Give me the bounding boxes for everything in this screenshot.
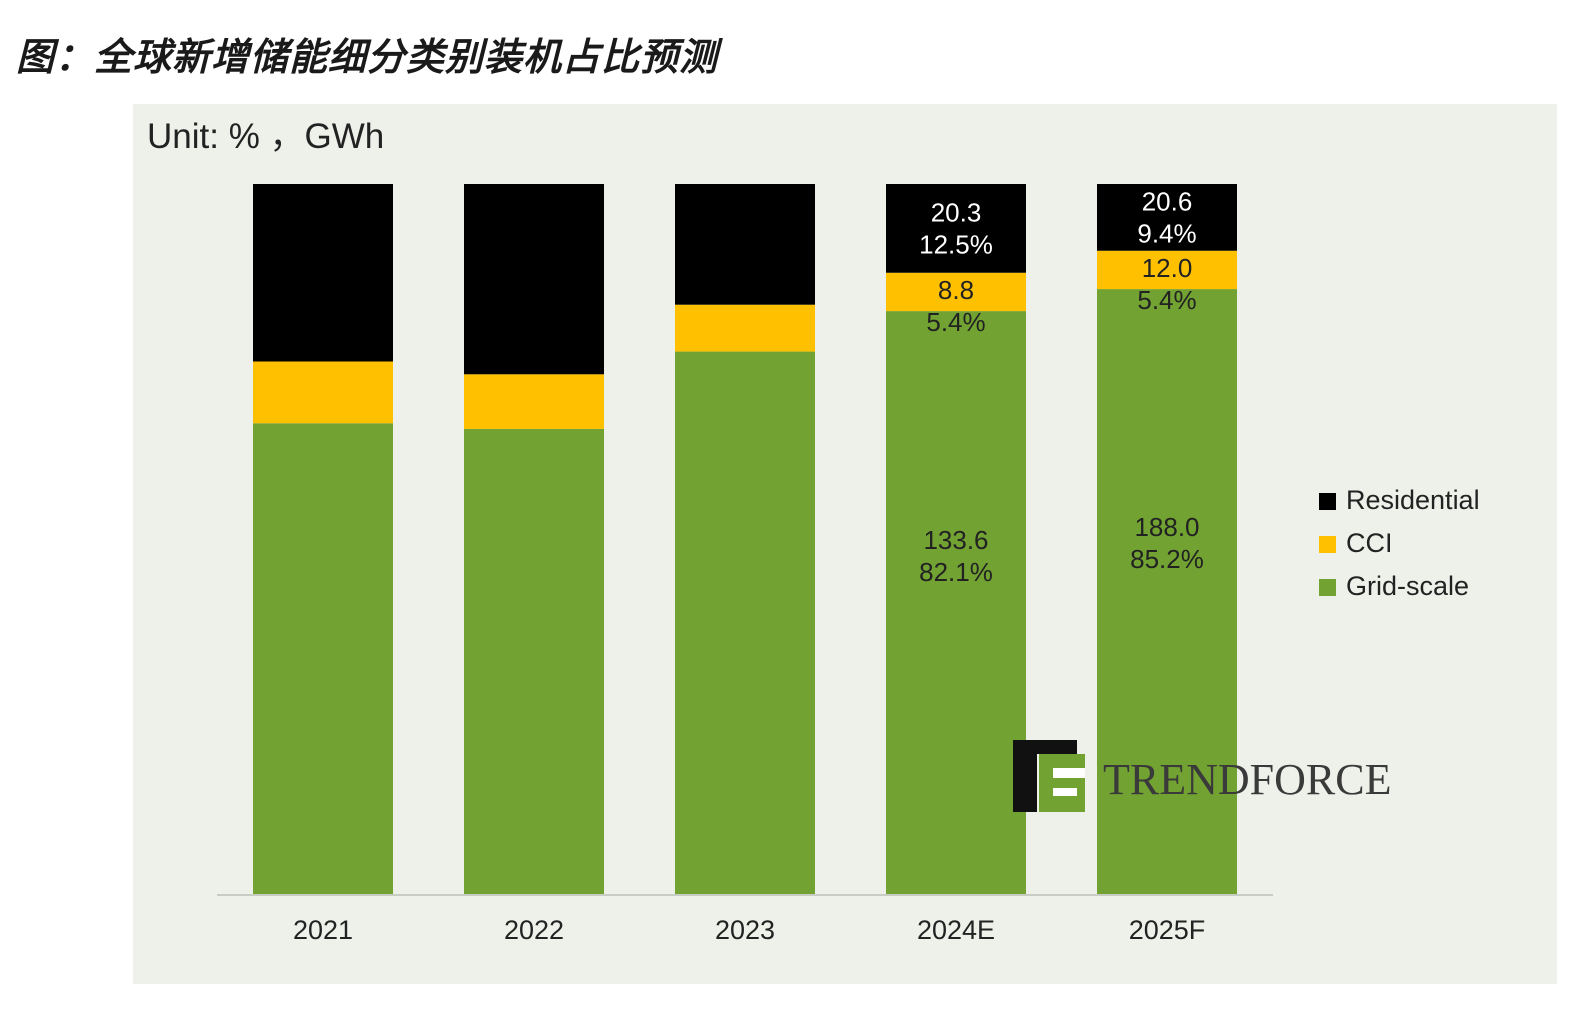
data-label-grid-scale-2024e: 133.6 82.1% [919,525,993,587]
x-tick-labels: 2021 2022 2023 2024E 2025F [293,915,1205,945]
logo-mark-slot-2 [1053,788,1077,796]
chart-panel: Unit: % ，GWh 133.6 82.1% 8.8 5.4% 20.3 12.5% 1… [133,104,1557,984]
bar-grid-scale-2022 [464,428,604,894]
bar-cci-2024e [886,272,1026,312]
data-label-line: 5.4% [926,307,985,337]
bar-cci-2025f [1097,250,1237,290]
legend-swatch-grid-scale [1319,579,1336,596]
x-tick-label-2022: 2022 [504,915,564,945]
bar-residential-2024e [886,184,1026,273]
bar-residential-2022 [464,184,604,375]
logo-mark-green [1039,754,1085,812]
data-label-line: 133.6 [923,525,988,555]
bars-group: 133.6 82.1%8.8 5.4%20.3 12.5%188.0 85.2%12.0… [253,184,1237,895]
data-label-cci-2025f: 12.0 5.4% [1137,253,1196,315]
bar-grid-scale-2021 [253,423,393,894]
unit-label: Unit: % ，GWh [147,117,384,156]
bar-grid-scale-2024e [886,311,1026,895]
logo-mark-slot-1 [1053,768,1085,778]
data-label-line: 20.3 [931,197,982,227]
data-label-line: 82.1% [919,557,993,587]
bar-grid-scale-2023 [675,351,815,894]
logo-wordmark: TRENDFORCE [1103,755,1391,804]
x-tick-label-2023: 2023 [715,915,775,945]
bar-residential-2025f [1097,184,1237,251]
legend-swatch-residential [1319,493,1336,510]
logo-mark-top [1013,740,1077,754]
figure-title: 图：全球新增储能细分类别装机占比预测 [16,35,719,79]
data-label-grid-scale-2025f: 188.0 85.2% [1130,512,1204,574]
bar-cci-2021 [253,361,393,424]
data-label-line: 12.0 [1142,253,1193,283]
bar-cci-2023 [675,304,815,352]
data-label-line: 9.4% [1137,218,1196,248]
legend-label-grid-scale: Grid-scale [1346,571,1469,601]
data-label-line: 85.2% [1130,544,1204,574]
data-label-line: 20.6 [1142,186,1193,216]
legend-label-cci: CCI [1346,528,1393,558]
stacked-bar-chart: Unit: % ，GWh 133.6 82.1%8.8 5.4%20.3 12.5%1… [147,117,1480,945]
legend-swatch-cci [1319,536,1336,553]
bar-residential-2023 [675,184,815,305]
data-label-cci-2024e: 8.8 5.4% [926,275,985,337]
bar-grid-scale-2025f [1097,289,1237,894]
data-label-line: 8.8 [938,275,974,305]
bar-residential-2021 [253,184,393,362]
x-tick-label-2025f: 2025F [1129,915,1206,945]
x-tick-label-2024e: 2024E [917,915,995,945]
data-label-line: 12.5% [919,229,993,259]
data-label-line: 188.0 [1134,512,1199,542]
data-label-residential-2025f: 20.6 9.4% [1137,186,1196,248]
trendforce-logo: TRENDFORCE [1013,740,1391,812]
x-tick-label-2021: 2021 [293,915,353,945]
data-label-residential-2024e: 20.3 12.5% [919,197,993,259]
bar-cci-2022 [464,374,604,429]
data-label-line: 5.4% [1137,285,1196,315]
legend-label-residential: Residential [1346,485,1480,515]
legend: Residential CCI Grid-scale [1319,485,1480,601]
